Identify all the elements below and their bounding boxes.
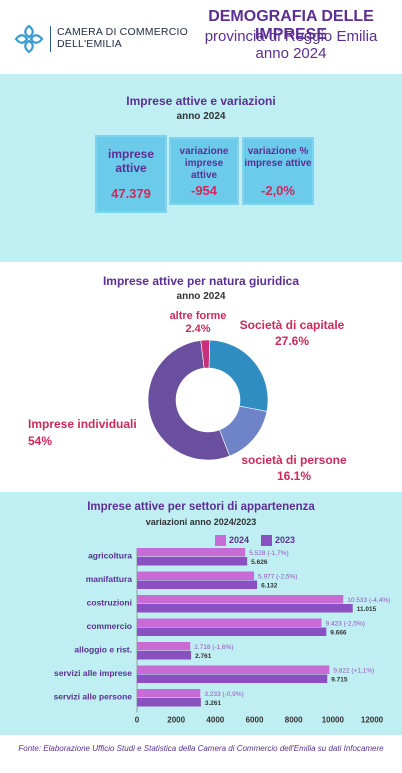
org-line-2: DELL'EMILIA <box>57 38 122 50</box>
kpi-variazione-percentuale: variazione % imprese attive -2,0% <box>244 139 312 203</box>
category-label: servizi alle persone <box>54 692 133 702</box>
slice-value: 27.6% <box>274 334 310 348</box>
kpi-imprese-attive: imprese attive 47.379 <box>97 137 165 211</box>
donut-slice-3 <box>200 339 211 369</box>
page-title: DEMOGRAFIA DELLE IMPRESE <box>208 8 374 43</box>
bar-2024-1 <box>137 571 255 580</box>
legal-form-panel: Imprese attive per natura giuridica anno… <box>0 262 402 492</box>
slice-value: 2.4% <box>185 323 211 335</box>
donut-slice-2 <box>147 340 231 461</box>
slice-label-societa-capitale: Società di capitale 27.6% <box>232 317 352 349</box>
bar-value-label: 9.666 <box>330 630 347 637</box>
bar-value-label: 11.015 <box>357 606 377 613</box>
category-label: servizi alle imprese <box>54 668 132 678</box>
bar-chart-subtitle: variazioni anno 2024/2023 <box>145 517 257 527</box>
bar-2023-5 <box>137 674 328 683</box>
x-tick-label: 12000 <box>361 716 384 725</box>
kpi-value: -954 <box>190 183 218 198</box>
kpi-label: imprese attive <box>107 147 155 175</box>
x-tick-label: 6000 <box>246 716 264 725</box>
bar-2023-2 <box>137 604 353 613</box>
bar-2024-2 <box>137 595 344 604</box>
bar-value-label: 5.977 (-2,5%) <box>258 574 297 581</box>
x-tick-label: 8000 <box>285 716 303 725</box>
bar-value-label: 9.423 (-2,5%) <box>326 621 365 628</box>
bar-2024-4 <box>137 642 191 651</box>
bar-value-label: 9.715 <box>331 677 348 684</box>
slice-name: altre forme <box>169 310 227 322</box>
bar-2024-0 <box>137 548 246 557</box>
x-tick-label: 10000 <box>322 716 345 725</box>
slice-value: 16.1% <box>276 469 312 483</box>
bar-chart-title: Imprese attive per settori di appartenen… <box>87 501 315 513</box>
kpi-panel-title: Imprese attive e variazioni <box>126 94 276 108</box>
slice-name: Imprese individuali <box>28 417 137 431</box>
legend-swatch-2024 <box>215 535 226 546</box>
bar-2024-5 <box>137 665 330 674</box>
x-tick-label: 4000 <box>206 716 224 725</box>
x-tick-label: 2000 <box>167 716 185 725</box>
page-subtitle-province: provincia di Reggio Emilia <box>204 28 378 45</box>
bar-2023-1 <box>137 580 258 589</box>
logo-divider <box>50 26 51 52</box>
bar-value-label: 5.626 <box>251 559 268 566</box>
slice-name: Società di capitale <box>239 318 345 332</box>
bar-value-label: 3.261 <box>205 700 222 707</box>
legal-form-donut-chart <box>147 339 269 461</box>
legend-label-2023: 2023 <box>275 535 296 545</box>
category-label: alloggio e rist. <box>74 645 132 655</box>
kpi-label: variazione % imprese attive <box>244 146 312 169</box>
bar-value-label: 3.233 (-0,9%) <box>204 691 243 698</box>
bar-2023-6 <box>137 698 201 707</box>
donut-slice-0 <box>208 339 269 412</box>
slice-label-imprese-individuali: Imprese individuali 54% <box>28 416 158 450</box>
bar-2023-4 <box>137 651 192 660</box>
bar-value-label: 2.761 <box>195 653 212 660</box>
category-label: manifattura <box>86 574 133 584</box>
header <box>0 0 402 74</box>
slice-label-societa-persone: società di persone 16.1% <box>234 452 354 484</box>
sector-bar-chart: agricoltura 5.528 (-1,7%) 5.626 manifattura… <box>54 548 390 725</box>
bar-value-label: 9.822 (+1,1%) <box>333 668 374 675</box>
kpi-panel: Imprese attive e variazioni anno 2024 im… <box>0 74 402 262</box>
slice-name: società di persone <box>241 453 347 467</box>
category-label: costruzioni <box>87 598 132 608</box>
category-label: commercio <box>87 621 132 631</box>
kpi-variazione-imprese: variazione imprese attive -954 <box>171 139 237 203</box>
bar-value-label: 10.533 (-4,4%) <box>347 597 390 604</box>
x-tick-label: 0 <box>135 716 140 725</box>
bar-2023-3 <box>137 627 327 636</box>
source-note: Fonte: Elaborazione Ufficio Studi e Stat… <box>18 744 384 753</box>
kpi-value: 47.379 <box>111 186 151 201</box>
legend-swatch-2023 <box>261 535 272 546</box>
slice-label-altre-forme: altre forme 2.4% <box>158 310 238 336</box>
bar-value-label: 5.528 (-1,7%) <box>249 550 288 557</box>
page-subtitle-year: anno 2024 <box>255 45 327 62</box>
legend-label-2024: 2024 <box>229 535 250 545</box>
organization-name: CAMERA DI COMMERCIO DELL'EMILIA <box>57 26 197 50</box>
bar-2024-6 <box>137 689 201 698</box>
bar-value-label: 6.132 <box>261 583 278 590</box>
org-line-1: CAMERA DI COMMERCIO <box>57 26 188 38</box>
footer <box>0 735 402 773</box>
category-label: agricoltura <box>88 551 132 561</box>
chamber-logo-icon <box>14 24 44 54</box>
bar-value-label: 2.718 (-1,6%) <box>194 644 233 651</box>
slice-value: 54% <box>28 434 53 448</box>
donut-title: Imprese attive per natura giuridica <box>102 274 300 288</box>
bar-2023-0 <box>137 557 248 566</box>
sector-panel: Imprese attive per settori di appartenen… <box>0 492 402 735</box>
kpi-value: -2,0% <box>261 183 295 198</box>
kpi-panel-subtitle: anno 2024 <box>176 111 226 122</box>
bar-2024-3 <box>137 618 322 627</box>
donut-subtitle: anno 2024 <box>176 291 226 302</box>
kpi-label: variazione imprese attive <box>179 146 229 181</box>
bar-chart-legend: 2024 2023 <box>215 534 335 548</box>
